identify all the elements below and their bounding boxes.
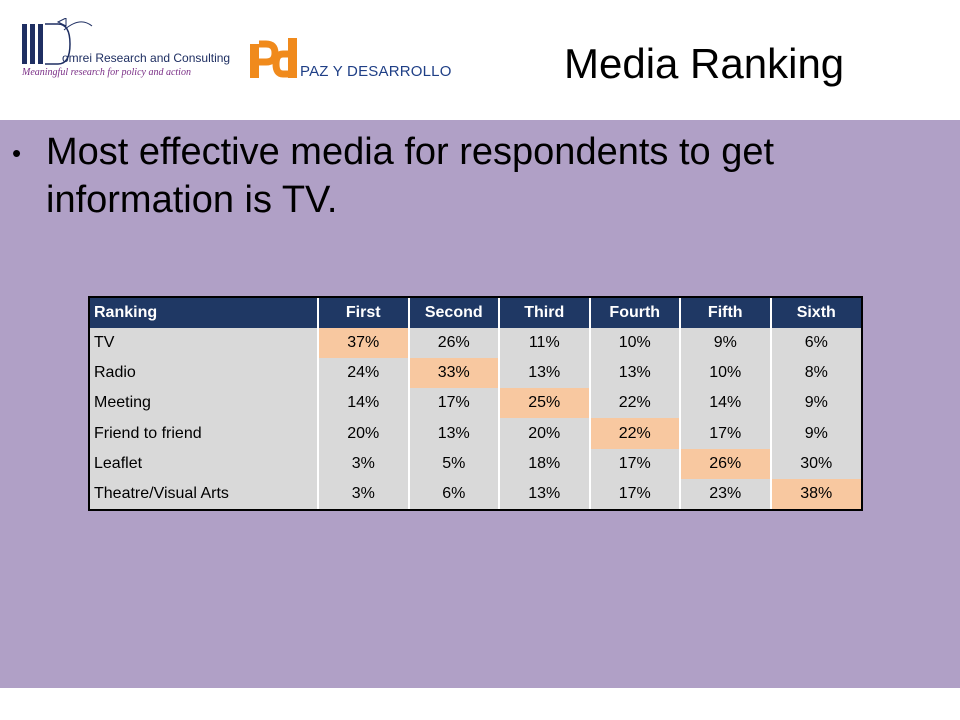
domrei-logo: omrei Research and Consulting Meaningful… [18,18,248,88]
table-cell: 9% [680,328,772,359]
table-cell: 13% [408,418,500,449]
table-row: Radio 24% 33% 13% 13% 10% 8% [90,358,861,389]
table-row: Meeting 14% 17% 25% 22% 14% 9% [90,388,861,419]
table-row: Theatre/Visual Arts 3% 6% 13% 17% 23% 38% [90,478,861,509]
table-cell: 24% [318,358,410,389]
slide-title: Media Ranking [564,40,845,87]
table-cell: 38% [770,478,861,509]
table-cell: 20% [499,418,591,449]
table-cell: 33% [408,358,500,389]
pd-org-name: PAZ Y DESARROLLO [300,63,452,80]
table-cell: 26% [408,328,500,359]
row-label: Theatre/Visual Arts [90,478,319,509]
table-cell: 30% [770,448,861,479]
table-cell: 26% [680,448,772,479]
domrei-org-name: omrei Research and Consulting [62,51,231,65]
pd-logo: PAZ Y DESARROLLO [250,36,465,86]
table-header-row: Ranking First Second Third Fourth Fifth … [90,298,861,328]
table-cell: 3% [318,478,410,509]
table-cell: 9% [770,418,861,449]
header-cell: First [318,298,410,328]
media-ranking-table: Ranking First Second Third Fourth Fifth … [88,296,863,511]
table-cell: 18% [499,448,591,479]
table-cell: 25% [499,388,591,419]
row-label: Radio [90,358,319,389]
row-label: Leaflet [90,448,319,479]
table-cell: 13% [499,358,591,389]
table-cell: 22% [589,418,681,449]
bullet-text: Most effective media for respondents to … [46,131,775,221]
row-label: Friend to friend [90,418,319,449]
table-row: TV 37% 26% 11% 10% 9% 6% [90,328,861,359]
table-cell: 20% [318,418,410,449]
table-cell: 5% [408,448,500,479]
table-cell: 8% [770,358,861,389]
table-row: Friend to friend 20% 13% 20% 22% 17% 9% [90,418,861,449]
table-cell: 10% [680,358,772,389]
table-cell: 14% [680,388,772,419]
table-cell: 17% [408,388,500,419]
header-cell: Fourth [589,298,681,328]
table-cell: 17% [680,418,772,449]
table-cell: 22% [589,388,681,419]
row-label: TV [90,328,319,359]
table-cell: 11% [499,328,591,359]
header-cell: Third [499,298,591,328]
row-label: Meeting [90,388,319,419]
table-row: Leaflet 3% 5% 18% 17% 26% 30% [90,448,861,479]
table-cell: 14% [318,388,410,419]
table-cell: 17% [589,448,681,479]
table-cell: 10% [589,328,681,359]
table-cell: 23% [680,478,772,509]
header-cell: Sixth [770,298,861,328]
table-cell: 13% [589,358,681,389]
table-cell: 6% [408,478,500,509]
table-cell: 37% [318,328,410,359]
pd-logo-mark-icon [250,38,297,78]
table-cell: 3% [318,448,410,479]
domrei-logo-mark-icon [22,18,93,65]
bullet-icon: • [12,138,22,168]
table-cell: 6% [770,328,861,359]
table-cell: 17% [589,478,681,509]
table-cell: 9% [770,388,861,419]
header-cell: Fifth [680,298,772,328]
domrei-tagline: Meaningful research for policy and actio… [22,67,191,78]
header-cell: Ranking [90,298,319,328]
header-cell: Second [408,298,500,328]
table-cell: 13% [499,478,591,509]
